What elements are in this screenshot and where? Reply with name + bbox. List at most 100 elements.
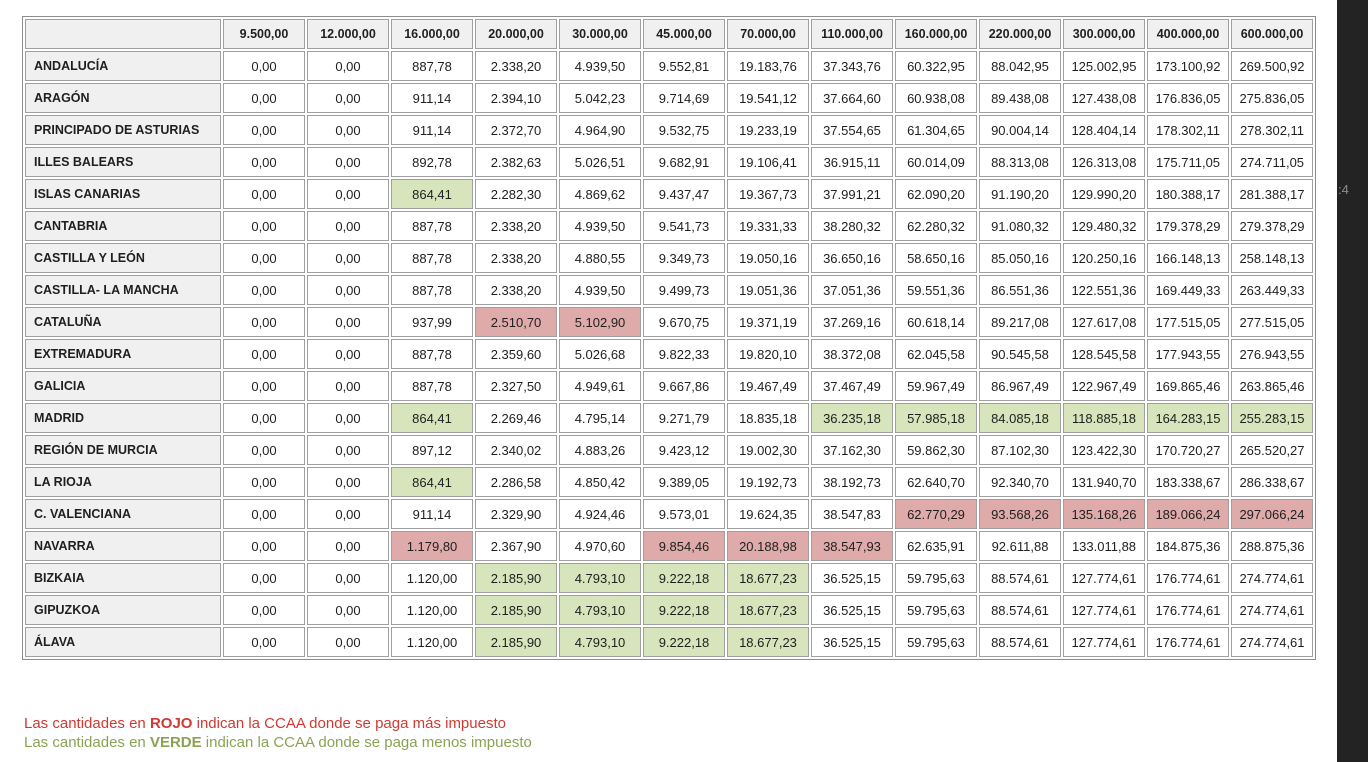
value-cell: 92.611,88 bbox=[979, 531, 1061, 561]
value-cell: 4.795,14 bbox=[559, 403, 641, 433]
value-cell: 2.329,90 bbox=[475, 499, 557, 529]
value-cell: 2.282,30 bbox=[475, 179, 557, 209]
value-cell: 5.102,90 bbox=[559, 307, 641, 337]
value-cell: 62.045,58 bbox=[895, 339, 977, 369]
value-cell: 118.885,18 bbox=[1063, 403, 1145, 433]
value-cell: 274.774,61 bbox=[1231, 627, 1313, 657]
value-cell: 9.437,47 bbox=[643, 179, 725, 209]
value-cell: 0,00 bbox=[307, 499, 389, 529]
value-cell: 4.880,55 bbox=[559, 243, 641, 273]
value-cell: 183.338,67 bbox=[1147, 467, 1229, 497]
value-cell: 59.795,63 bbox=[895, 563, 977, 593]
legend-green-line: Las cantidades en VERDE indican la CCAA … bbox=[24, 733, 532, 752]
value-cell: 184.875,36 bbox=[1147, 531, 1229, 561]
value-cell: 0,00 bbox=[223, 563, 305, 593]
value-cell: 2.372,70 bbox=[475, 115, 557, 145]
value-cell: 0,00 bbox=[223, 307, 305, 337]
value-cell: 122.967,49 bbox=[1063, 371, 1145, 401]
value-cell: 9.573,01 bbox=[643, 499, 725, 529]
value-cell: 178.302,11 bbox=[1147, 115, 1229, 145]
value-cell: 37.467,49 bbox=[811, 371, 893, 401]
value-cell: 19.002,30 bbox=[727, 435, 809, 465]
column-header: 20.000,00 bbox=[475, 19, 557, 49]
value-cell: 0,00 bbox=[307, 147, 389, 177]
value-cell: 19.367,73 bbox=[727, 179, 809, 209]
legend-red-line: Las cantidades en ROJO indican la CCAA d… bbox=[24, 714, 532, 733]
value-cell: 281.388,17 bbox=[1231, 179, 1313, 209]
table-row: ÁLAVA 0,00 0,00 1.120,00 2.185,90 4.793,10 9.2… bbox=[25, 627, 1313, 657]
header-row: 9.500,00 12.000,00 16.000,00 20.000,00 30.00… bbox=[25, 19, 1313, 49]
value-cell: 9.552,81 bbox=[643, 51, 725, 81]
value-cell: 263.449,33 bbox=[1231, 275, 1313, 305]
column-header: 12.000,00 bbox=[307, 19, 389, 49]
value-cell: 4.869,62 bbox=[559, 179, 641, 209]
value-cell: 176.836,05 bbox=[1147, 83, 1229, 113]
value-cell: 38.192,73 bbox=[811, 467, 893, 497]
value-cell: 59.862,30 bbox=[895, 435, 977, 465]
row-label: CASTILLA- LA MANCHA bbox=[25, 275, 221, 305]
table-row: LA RIOJA 0,00 0,00 864,41 2.286,58 4.850,42 9.… bbox=[25, 467, 1313, 497]
value-cell: 0,00 bbox=[307, 83, 389, 113]
table-row: ISLAS CANARIAS 0,00 0,00 864,41 2.282,30 4.86… bbox=[25, 179, 1313, 209]
row-label: REGIÓN DE MURCIA bbox=[25, 435, 221, 465]
value-cell: 277.515,05 bbox=[1231, 307, 1313, 337]
value-cell: 0,00 bbox=[223, 467, 305, 497]
value-cell: 36.915,11 bbox=[811, 147, 893, 177]
value-cell: 18.677,23 bbox=[727, 595, 809, 625]
value-cell: 37.554,65 bbox=[811, 115, 893, 145]
value-cell: 90.545,58 bbox=[979, 339, 1061, 369]
value-cell: 61.304,65 bbox=[895, 115, 977, 145]
value-cell: 123.422,30 bbox=[1063, 435, 1145, 465]
value-cell: 88.042,95 bbox=[979, 51, 1061, 81]
value-cell: 275.836,05 bbox=[1231, 83, 1313, 113]
value-cell: 911,14 bbox=[391, 115, 473, 145]
value-cell: 127.438,08 bbox=[1063, 83, 1145, 113]
row-label: BIZKAIA bbox=[25, 563, 221, 593]
value-cell: 0,00 bbox=[223, 275, 305, 305]
row-label: ARAGÓN bbox=[25, 83, 221, 113]
value-cell: 62.640,70 bbox=[895, 467, 977, 497]
value-cell: 9.423,12 bbox=[643, 435, 725, 465]
value-cell: 5.026,51 bbox=[559, 147, 641, 177]
value-cell: 128.404,14 bbox=[1063, 115, 1145, 145]
value-cell: 911,14 bbox=[391, 83, 473, 113]
legend-green-prefix: Las cantidades en bbox=[24, 734, 150, 751]
value-cell: 2.327,50 bbox=[475, 371, 557, 401]
value-cell: 0,00 bbox=[223, 83, 305, 113]
value-cell: 19.106,41 bbox=[727, 147, 809, 177]
value-cell: 88.574,61 bbox=[979, 563, 1061, 593]
value-cell: 122.551,36 bbox=[1063, 275, 1145, 305]
value-cell: 2.367,90 bbox=[475, 531, 557, 561]
column-header: 600.000,00 bbox=[1231, 19, 1313, 49]
value-cell: 37.664,60 bbox=[811, 83, 893, 113]
value-cell: 279.378,29 bbox=[1231, 211, 1313, 241]
value-cell: 2.185,90 bbox=[475, 627, 557, 657]
value-cell: 180.388,17 bbox=[1147, 179, 1229, 209]
row-label: ISLAS CANARIAS bbox=[25, 179, 221, 209]
value-cell: 87.102,30 bbox=[979, 435, 1061, 465]
value-cell: 38.372,08 bbox=[811, 339, 893, 369]
value-cell: 263.865,46 bbox=[1231, 371, 1313, 401]
value-cell: 0,00 bbox=[307, 467, 389, 497]
value-cell: 19.050,16 bbox=[727, 243, 809, 273]
value-cell: 276.943,55 bbox=[1231, 339, 1313, 369]
value-cell: 19.192,73 bbox=[727, 467, 809, 497]
value-cell: 18.677,23 bbox=[727, 563, 809, 593]
row-label: NAVARRA bbox=[25, 531, 221, 561]
value-cell: 0,00 bbox=[223, 435, 305, 465]
value-cell: 189.066,24 bbox=[1147, 499, 1229, 529]
value-cell: 5.026,68 bbox=[559, 339, 641, 369]
value-cell: 169.449,33 bbox=[1147, 275, 1229, 305]
value-cell: 265.520,27 bbox=[1231, 435, 1313, 465]
value-cell: 127.617,08 bbox=[1063, 307, 1145, 337]
value-cell: 0,00 bbox=[307, 403, 389, 433]
value-cell: 274.711,05 bbox=[1231, 147, 1313, 177]
value-cell: 169.865,46 bbox=[1147, 371, 1229, 401]
value-cell: 37.051,36 bbox=[811, 275, 893, 305]
value-cell: 173.100,92 bbox=[1147, 51, 1229, 81]
value-cell: 1.179,80 bbox=[391, 531, 473, 561]
value-cell: 38.280,32 bbox=[811, 211, 893, 241]
row-label: GIPUZKOA bbox=[25, 595, 221, 625]
table-row: CASTILLA Y LEÓN 0,00 0,00 887,78 2.338,20 4.8… bbox=[25, 243, 1313, 273]
